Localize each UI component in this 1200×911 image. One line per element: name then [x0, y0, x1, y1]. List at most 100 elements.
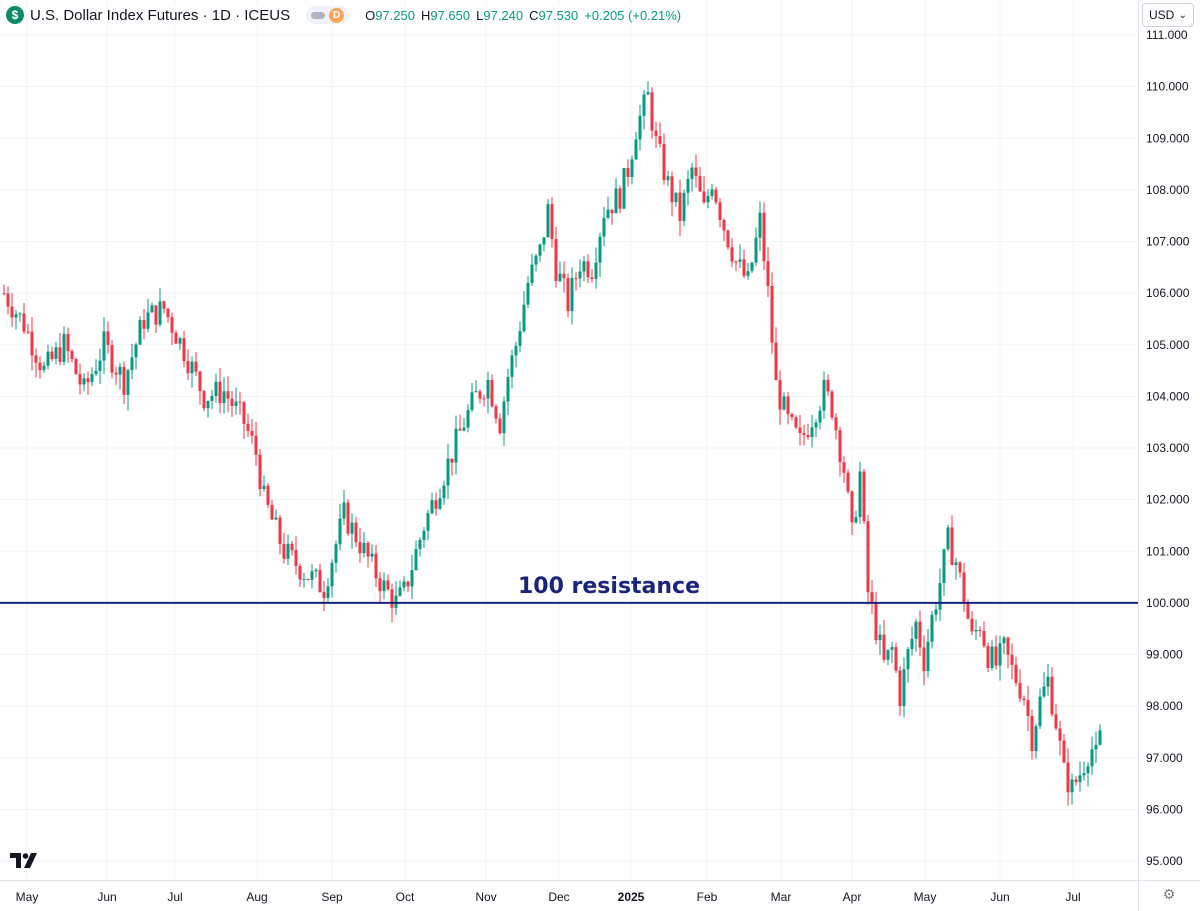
candle	[510, 349, 514, 389]
high-value: 97.650	[430, 7, 471, 23]
price-tick-label: 110.000	[1146, 80, 1189, 94]
candle-body	[954, 562, 958, 566]
candle-body	[394, 595, 398, 608]
candle-body	[902, 669, 906, 707]
candle-body	[362, 543, 366, 554]
currency-selector[interactable]: USD ⌄	[1142, 3, 1194, 27]
candle-body	[418, 539, 422, 550]
candle	[538, 243, 542, 262]
candle-body	[862, 471, 866, 522]
candle	[918, 610, 922, 656]
candle	[890, 641, 894, 664]
candle	[394, 581, 398, 615]
candle	[350, 513, 354, 549]
candle-body	[522, 304, 526, 332]
candle	[638, 104, 642, 151]
candle-body	[918, 621, 922, 648]
time-tick-label: Jun	[97, 890, 116, 904]
candle	[2, 284, 6, 296]
tradingview-logo-icon[interactable]	[10, 851, 44, 869]
candle	[942, 548, 946, 596]
candle	[1086, 762, 1090, 787]
candle-body	[406, 581, 410, 587]
candle-body	[746, 271, 750, 276]
candle	[886, 649, 890, 666]
candle-body	[490, 379, 494, 407]
candle-body	[198, 371, 202, 392]
candle-body	[886, 649, 890, 660]
candle-body	[226, 391, 230, 399]
candle-body	[642, 94, 646, 116]
candle	[842, 455, 846, 483]
candle-body	[734, 261, 738, 263]
candle	[570, 267, 574, 325]
candle	[630, 155, 634, 185]
candle	[754, 227, 758, 266]
candle-body	[422, 530, 426, 540]
candle	[94, 359, 98, 377]
candle-body	[1022, 698, 1026, 701]
candle	[566, 273, 570, 318]
candle-body	[878, 634, 882, 641]
time-tick-label: 2025	[618, 890, 645, 904]
candle	[174, 330, 178, 344]
candle-body	[618, 188, 622, 209]
candle-body	[830, 391, 834, 418]
candle	[606, 196, 610, 220]
candle	[590, 269, 594, 283]
candle	[870, 579, 874, 614]
candle	[342, 490, 346, 525]
candle-body	[306, 578, 310, 580]
candle	[38, 356, 42, 379]
candle	[1022, 695, 1026, 706]
candle-body	[882, 634, 886, 660]
status-pill[interactable]: D	[306, 6, 350, 24]
candle	[418, 537, 422, 557]
candle-body	[22, 313, 26, 332]
candle	[218, 367, 222, 414]
candle-body	[974, 630, 978, 632]
candle-body	[698, 175, 702, 192]
gear-icon[interactable]: ⚙	[1162, 885, 1176, 902]
candle	[962, 562, 966, 613]
candle-body	[34, 355, 38, 363]
candle-body	[738, 259, 742, 262]
candle	[730, 238, 734, 267]
candle	[690, 162, 694, 192]
candle-body	[598, 236, 602, 263]
candle-body	[342, 502, 346, 519]
candle	[518, 321, 522, 353]
candle-body	[254, 435, 258, 455]
price-axis[interactable]: 111.000 110.000 109.000 108.000 107.000 106.0…	[1138, 0, 1190, 911]
candle-body	[558, 273, 562, 282]
candle	[950, 515, 954, 566]
candle-body	[214, 381, 218, 397]
candle	[878, 624, 882, 656]
candle	[738, 244, 742, 269]
candle-body	[914, 621, 918, 639]
candle-body	[726, 230, 730, 248]
candle	[794, 415, 798, 430]
candle	[1002, 635, 1006, 655]
candle-body	[514, 345, 518, 356]
candle	[926, 628, 930, 678]
candle-body	[1086, 766, 1090, 774]
candle-body	[366, 543, 370, 557]
candle-body	[446, 458, 450, 486]
candle-body	[142, 320, 146, 329]
symbol-title[interactable]: U.S. Dollar Index Futures · 1D · ICEUS	[30, 6, 291, 24]
candle-body	[710, 189, 714, 196]
candle-body	[486, 379, 490, 399]
candle	[230, 390, 234, 417]
candle	[938, 568, 942, 621]
candle	[70, 349, 74, 363]
candle-body	[186, 361, 190, 374]
candle	[550, 197, 554, 248]
candle-body	[182, 338, 186, 362]
time-axis[interactable]: May Jun Jul Aug Sep Oct Nov Dec 2025 Feb Mar Apr May…	[0, 880, 1200, 905]
candle	[274, 509, 278, 521]
candle	[578, 259, 582, 288]
candle-body	[102, 331, 106, 361]
candle-body	[966, 603, 970, 619]
